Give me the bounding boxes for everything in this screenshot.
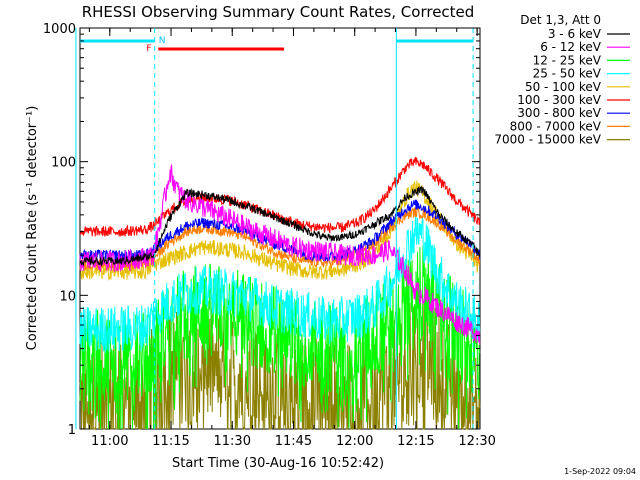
chart-title: RHESSI Observing Summary Count Rates, Co… [82, 3, 475, 21]
legend-label-100-300-kev: 100 - 300 keV [517, 93, 601, 107]
legend-label-50-100-kev: 50 - 100 keV [525, 80, 602, 94]
axis-layer: 11:00 11:15 11:30 11:45 12:00 12:15 12:30 1 10 10… [43, 22, 496, 449]
y-tick-label: 100 [51, 156, 76, 171]
series-6-12-kev [79, 163, 481, 344]
legend-label-800-7000-kev: 800 - 7000 keV [510, 119, 602, 133]
legend-title: Det 1,3, Att 0 [520, 13, 601, 27]
y-tick-label: 1000 [43, 22, 76, 37]
plot-area: NF 11:00 11:15 11:30 11:45 12:00 12:15 12:3011… [43, 22, 496, 449]
x-tick-label: 11:45 [275, 434, 312, 449]
x-tick-label: 11:30 [214, 434, 251, 449]
x-tick-label: 11:00 [91, 434, 128, 449]
y-axis-label: Corrected Count Rate (s⁻¹ detector⁻¹) [25, 106, 40, 351]
series-3-6-kev [79, 185, 481, 268]
footer-timestamp: 1-Sep-2022 09:04 [564, 467, 636, 476]
y-axis-label-text: Corrected Count Rate [25, 210, 40, 350]
x-axis-label: Start Time (30-Aug-16 10:52:42) [172, 456, 384, 471]
night-bar-label: N [159, 36, 166, 46]
legend-label-25-50-kev: 25 - 50 keV [533, 67, 602, 81]
annotations-layer: NF [75, 28, 474, 429]
series-800-7000-kev [79, 207, 481, 272]
series-12-25-kev [79, 245, 481, 430]
legend-label-12-25-kev: 12 - 25 keV [533, 53, 602, 67]
y-axis-label-units: (s⁻¹ detector⁻¹) [25, 106, 40, 206]
series-100-300-kev [79, 156, 481, 237]
x-tick-label: 12:00 [336, 434, 373, 449]
y-tick-label: 10 [59, 289, 76, 304]
flare-bar-label: F [146, 44, 151, 54]
legend-label-3-6-kev: 3 - 6 keV [548, 27, 602, 41]
legend-label-300-800-kev: 300 - 800 keV [517, 106, 601, 120]
series-25-50-kev [79, 210, 481, 353]
legend-label-6-12-kev: 6 - 12 keV [540, 40, 602, 54]
x-tick-label: 12:30 [458, 434, 495, 449]
x-tick-label: 11:15 [152, 434, 189, 449]
y-tick-label: 1 [68, 423, 76, 438]
x-tick-label: 12:15 [397, 434, 434, 449]
series-50-100-kev [79, 180, 481, 281]
legend-label-7000-15000-kev: 7000 - 15000 keV [494, 133, 601, 147]
series-layer [79, 156, 481, 431]
